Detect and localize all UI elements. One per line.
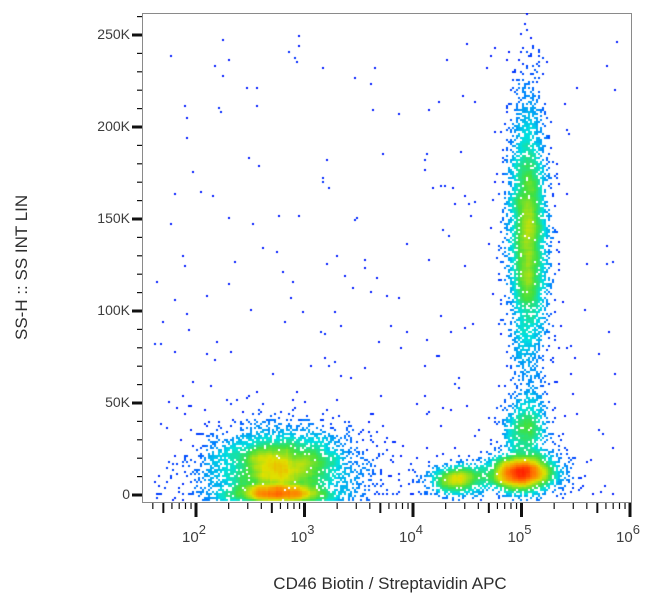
y-axis-title: SS-H :: SS INT LIN (12, 194, 31, 340)
y-tick-label: 100K (97, 302, 130, 318)
y-tick-label: 0 (122, 486, 130, 502)
x-tick-label: 103 (290, 522, 315, 546)
x-tick-label: 105 (507, 522, 532, 546)
x-tick-label: 102 (182, 522, 206, 546)
x-tick-label: 104 (399, 522, 423, 546)
x-tick-label: 106 (616, 522, 640, 546)
y-tick-label: 50K (105, 394, 130, 410)
y-tick-label: 150K (97, 210, 130, 226)
scatter-density-plot (142, 13, 632, 503)
y-tick-label: 250K (97, 26, 130, 42)
y-tick-label: 200K (97, 118, 130, 134)
x-axis-title: CD46 Biotin / Streptavidin APC (273, 574, 507, 593)
